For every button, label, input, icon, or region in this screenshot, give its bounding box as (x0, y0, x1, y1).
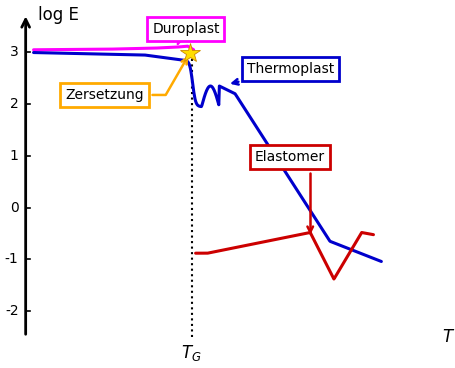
Text: $T_G$: $T_G$ (181, 343, 202, 363)
Text: 2: 2 (10, 97, 19, 111)
Text: Elastomer: Elastomer (254, 150, 324, 232)
Text: Thermoplast: Thermoplast (232, 62, 334, 85)
Text: Duroplast: Duroplast (152, 22, 219, 44)
Text: -1: -1 (5, 252, 19, 266)
Text: Zersetzung: Zersetzung (65, 58, 187, 102)
Text: 0: 0 (10, 201, 19, 215)
Text: T: T (442, 328, 452, 346)
Text: log E: log E (37, 6, 78, 24)
Text: 3: 3 (10, 45, 19, 59)
Text: -2: -2 (5, 304, 19, 318)
Text: 1: 1 (10, 149, 19, 163)
